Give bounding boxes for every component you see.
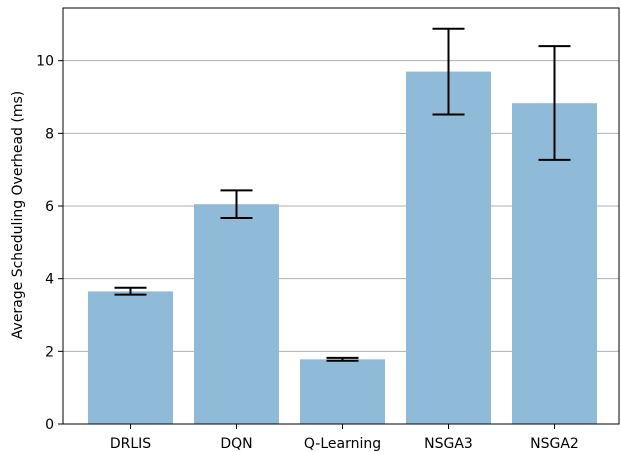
y-tick-label: 8	[45, 126, 54, 142]
x-tick-label: NSGA2	[530, 436, 579, 452]
bar-q-learning	[300, 359, 385, 424]
bars	[88, 71, 597, 425]
y-tick-label: 10	[36, 54, 54, 70]
y-tick-label: 0	[45, 417, 54, 433]
y-tick-label: 4	[45, 272, 54, 288]
x-tick-label: NSGA3	[424, 436, 473, 452]
x-tick-label: DRLIS	[110, 436, 151, 452]
bar-nsga3	[406, 71, 491, 425]
plot-frame	[62, 7, 620, 425]
tick-labels: 0 2 4 6 8 10 DRLIS DQN Q-Learning NSGA3 NSGA2	[36, 54, 579, 452]
y-tick-label: 6	[45, 199, 54, 215]
y-axis-label: Average Scheduling Overhead (ms)	[10, 91, 26, 339]
x-tick-label: DQN	[220, 436, 252, 452]
axes	[58, 7, 620, 429]
error-bars	[114, 27, 571, 362]
x-tick-label: Q-Learning	[304, 436, 381, 452]
bar-drlis	[88, 291, 173, 424]
bar-dqn	[194, 204, 279, 424]
y-tick-label: 2	[45, 344, 54, 360]
